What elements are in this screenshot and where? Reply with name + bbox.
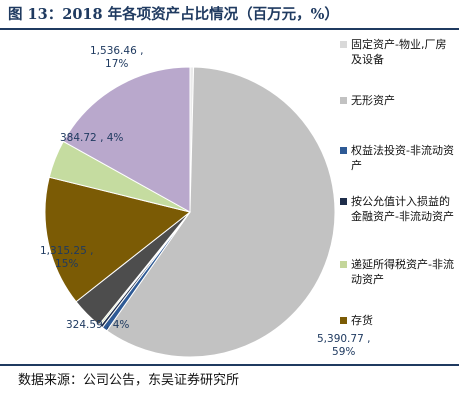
chart-title: 图 13：2018 年各项资产占比情况（百万元，%） [0,0,459,30]
legend-swatch [340,147,347,154]
legend-label: 固定资产-物业,厂房及设备 [351,38,447,66]
slice-label-value: 1,315.25 , [40,245,94,257]
slice-label-value: 5,390.77 , [317,333,371,345]
chart-area: 5,390.77 , 59% 324.59 , 4% 1,315.25 , 15% 384… [0,30,459,364]
legend-label: 按公允值计入损益的金融资产-非流动资产 [351,195,454,223]
legend-swatch [340,97,347,104]
legend-swatch [340,261,347,268]
slice-label-5: 324.59 , 4% [66,319,129,332]
slice-label-value: 384.72 , 4% [60,132,124,144]
source-note: 数据来源：公司公告，东吴证券研究所 [0,364,459,400]
slice-label-percent: 15% [55,258,79,270]
legend-swatch [340,198,347,205]
pie-slice-6 [44,176,192,303]
legend-label: 无形资产 [351,94,395,107]
slice-label-6: 1,315.25 , 15% [40,245,93,271]
slice-label-8: 1,536.46 , 17% [90,45,143,71]
legend-swatch [340,41,347,48]
pie-slice-1 [106,66,336,358]
pie-slice-8 [62,66,191,213]
legend-swatch [340,317,347,324]
legend-label: 递延所得税资产-非流动资产 [351,258,454,286]
slice-label-percent: 17% [105,58,129,70]
legend-label: 存货 [351,314,373,327]
pie-chart [44,66,336,358]
legend-label: 权益法投资-非流动资产 [351,144,454,172]
slice-label-percent: 59% [332,346,356,358]
slice-label-7: 384.72 , 4% [60,132,123,145]
slice-label-value: 1,536.46 , [90,45,144,57]
slice-label-value: 324.59 , 4% [66,319,130,331]
slice-label-1: 5,390.77 , 59% [317,333,370,359]
